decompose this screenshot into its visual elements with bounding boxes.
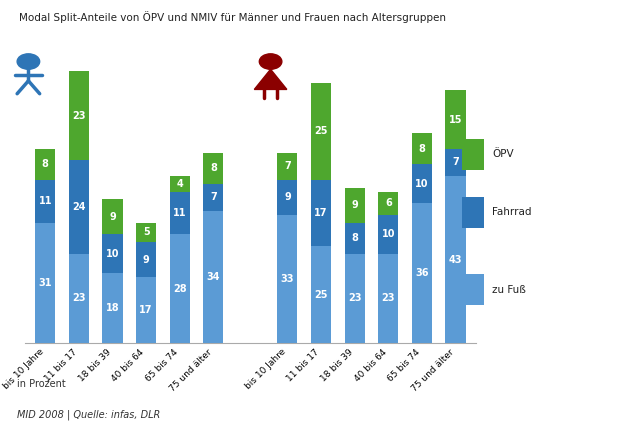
Bar <box>344 187 365 223</box>
Text: 5: 5 <box>143 227 150 237</box>
Bar <box>277 153 297 180</box>
Text: 23: 23 <box>72 293 86 303</box>
Bar <box>35 180 55 223</box>
Text: in Prozent: in Prozent <box>17 379 66 389</box>
Bar <box>136 242 156 277</box>
Text: 25: 25 <box>314 290 328 299</box>
Text: 10: 10 <box>415 179 429 189</box>
Text: Wege: Wege <box>587 195 600 234</box>
FancyBboxPatch shape <box>462 197 484 228</box>
FancyBboxPatch shape <box>462 139 484 170</box>
Text: 8: 8 <box>419 144 426 154</box>
Bar <box>203 211 223 343</box>
Text: 8: 8 <box>210 163 217 173</box>
Text: 18: 18 <box>106 303 120 313</box>
Text: 7: 7 <box>210 192 217 202</box>
Bar <box>170 176 190 191</box>
Bar <box>378 254 398 343</box>
Bar <box>69 254 89 343</box>
Text: 31: 31 <box>38 278 52 288</box>
Text: 8: 8 <box>42 159 49 169</box>
Bar <box>103 199 123 234</box>
Text: zu Fuß: zu Fuß <box>492 284 526 295</box>
Text: 17: 17 <box>140 305 153 315</box>
Text: 9: 9 <box>351 200 358 210</box>
Circle shape <box>259 54 282 69</box>
Text: 34: 34 <box>207 272 220 282</box>
Bar <box>446 176 466 343</box>
Text: 36: 36 <box>415 268 429 278</box>
Bar <box>203 184 223 211</box>
Text: Modal Split-Anteile von ÖPV und NMIV für Männer und Frauen nach Altersgruppen: Modal Split-Anteile von ÖPV und NMIV für… <box>19 11 446 23</box>
Text: 11: 11 <box>38 196 52 206</box>
Text: 8: 8 <box>351 233 358 243</box>
Text: ÖPV: ÖPV <box>492 149 514 160</box>
Text: 33: 33 <box>280 274 294 284</box>
Text: 23: 23 <box>382 293 395 303</box>
Text: 43: 43 <box>449 254 463 265</box>
Text: 23: 23 <box>348 293 361 303</box>
Bar <box>203 153 223 184</box>
Bar <box>277 180 297 215</box>
Bar <box>69 160 89 254</box>
Bar <box>170 191 190 234</box>
Bar <box>378 191 398 215</box>
Bar <box>103 273 123 343</box>
Bar <box>412 164 432 203</box>
Bar <box>69 71 89 160</box>
Bar <box>35 149 55 180</box>
Text: 7: 7 <box>452 157 459 167</box>
Text: 9: 9 <box>143 254 150 265</box>
Text: 23: 23 <box>72 111 86 121</box>
Bar <box>311 246 331 343</box>
Bar <box>35 223 55 343</box>
Text: Fahrrad: Fahrrad <box>492 207 531 218</box>
Bar <box>311 180 331 246</box>
Text: 6: 6 <box>385 198 392 208</box>
Text: 9: 9 <box>109 212 116 222</box>
Bar <box>136 277 156 343</box>
Text: 15: 15 <box>449 115 463 124</box>
Bar <box>412 133 432 164</box>
FancyBboxPatch shape <box>462 274 484 305</box>
Text: 7: 7 <box>284 161 290 171</box>
Text: 28: 28 <box>173 284 187 294</box>
Bar <box>277 215 297 343</box>
Text: 11: 11 <box>173 208 187 218</box>
Bar <box>103 234 123 273</box>
Bar <box>311 83 331 180</box>
Bar <box>446 149 466 176</box>
Text: 9: 9 <box>284 192 290 202</box>
Bar <box>344 223 365 254</box>
Bar <box>344 254 365 343</box>
Text: 25: 25 <box>314 126 328 136</box>
Text: MID 2008 | Quelle: infas, DLR: MID 2008 | Quelle: infas, DLR <box>17 410 160 420</box>
Bar <box>378 215 398 254</box>
Text: 10: 10 <box>382 229 395 239</box>
Text: 4: 4 <box>177 179 183 189</box>
Bar <box>170 234 190 343</box>
Text: 17: 17 <box>314 208 328 218</box>
Text: 10: 10 <box>106 249 119 259</box>
Polygon shape <box>254 69 287 89</box>
Circle shape <box>17 54 39 69</box>
Bar <box>412 203 432 343</box>
Bar <box>136 223 156 242</box>
Text: 24: 24 <box>72 202 86 212</box>
Bar <box>446 91 466 149</box>
